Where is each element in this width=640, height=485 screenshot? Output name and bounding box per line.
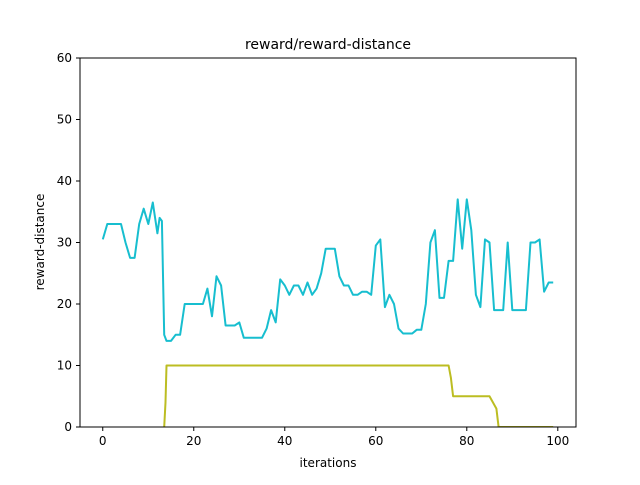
chart-title: reward/reward-distance bbox=[245, 37, 411, 53]
y-tick-label: 30 bbox=[57, 236, 72, 250]
plot-area bbox=[101, 198, 554, 427]
y-tick-label: 40 bbox=[57, 174, 72, 188]
y-axis-label: reward-distance bbox=[33, 194, 47, 291]
x-tick-label: 20 bbox=[186, 434, 201, 448]
x-tick-label: 80 bbox=[459, 434, 474, 448]
x-tick-label: 40 bbox=[277, 434, 292, 448]
y-tick-label: 60 bbox=[57, 51, 72, 65]
x-tick-label: 100 bbox=[546, 434, 569, 448]
y-axis: 0 10 20 30 40 50 60 bbox=[57, 51, 80, 434]
y-tick-label: 10 bbox=[57, 359, 72, 373]
y-tick-label: 50 bbox=[57, 113, 72, 127]
x-axis: 0 20 40 60 80 100 bbox=[99, 427, 569, 448]
series-line-2 bbox=[163, 364, 554, 427]
x-tick-label: 0 bbox=[99, 434, 107, 448]
series-line-1 bbox=[101, 198, 554, 342]
x-axis-label: iterations bbox=[300, 456, 357, 470]
y-tick-label: 20 bbox=[57, 297, 72, 311]
x-tick-label: 60 bbox=[368, 434, 383, 448]
plot-frame bbox=[79, 57, 577, 428]
y-tick-label: 0 bbox=[64, 420, 72, 434]
